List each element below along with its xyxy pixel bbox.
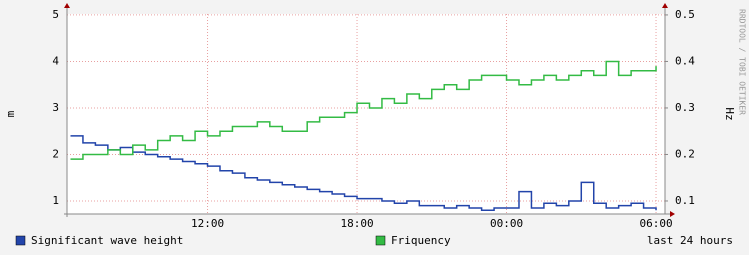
x-tick-label: 18:00 (340, 217, 373, 230)
y2-tick-label: 0.5 (675, 8, 695, 21)
arrow (662, 3, 668, 8)
x-tick-label: 06:00 (639, 217, 672, 230)
legend-swatch (15, 235, 26, 246)
note: last 24 hours (647, 234, 733, 247)
legend-swatch (375, 235, 386, 246)
watermark: RRDTOOL / TOBI OETIKER (738, 9, 747, 115)
x-tick-label: 12:00 (191, 217, 224, 230)
plot-area (67, 14, 665, 214)
legend-label: Significant wave height (31, 234, 183, 247)
y2-tick-label: 0.3 (675, 101, 695, 114)
series-line (70, 135, 657, 212)
series-line (70, 60, 657, 160)
arrow (64, 3, 70, 8)
y-axis-label: m (4, 110, 17, 117)
y2-tick-label: 0.4 (675, 54, 695, 67)
legend-label: Friquency (391, 234, 451, 247)
y-tick-label: 2 (52, 147, 59, 160)
y-tick-label: 4 (52, 54, 59, 67)
y-tick-label: 5 (52, 8, 59, 21)
y2-tick-label: 0.2 (675, 147, 695, 160)
y2-tick-label: 0.1 (675, 194, 695, 207)
x-tick-label: 00:00 (490, 217, 523, 230)
y2-axis-label: Hz (723, 107, 736, 120)
y-tick-label: 3 (52, 101, 59, 114)
arrow (670, 211, 675, 217)
y-tick-label: 1 (52, 194, 59, 207)
